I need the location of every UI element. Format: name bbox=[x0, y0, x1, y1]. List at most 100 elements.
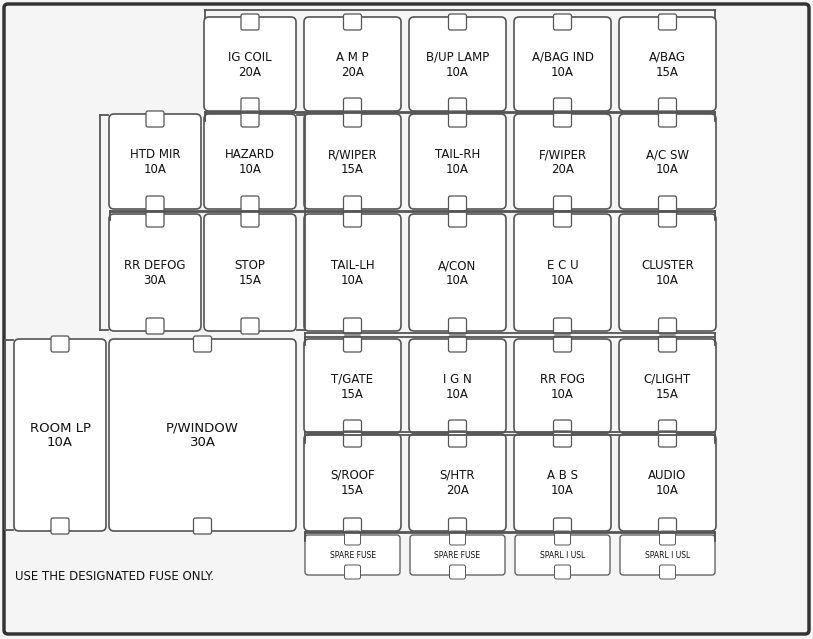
FancyBboxPatch shape bbox=[109, 339, 296, 531]
Text: 20A: 20A bbox=[446, 484, 469, 497]
FancyBboxPatch shape bbox=[344, 420, 362, 436]
Text: I G N: I G N bbox=[443, 373, 472, 385]
FancyBboxPatch shape bbox=[344, 336, 362, 352]
Text: SPARE FUSE: SPARE FUSE bbox=[434, 551, 480, 560]
FancyBboxPatch shape bbox=[515, 535, 610, 575]
FancyBboxPatch shape bbox=[344, 318, 362, 334]
FancyBboxPatch shape bbox=[51, 518, 69, 534]
Text: S/ROOF: S/ROOF bbox=[330, 469, 375, 482]
Text: USE THE DESIGNATED FUSE ONLY.: USE THE DESIGNATED FUSE ONLY. bbox=[15, 570, 214, 583]
FancyBboxPatch shape bbox=[409, 17, 506, 111]
Text: 10A: 10A bbox=[551, 484, 574, 497]
FancyBboxPatch shape bbox=[304, 114, 401, 209]
FancyBboxPatch shape bbox=[304, 17, 401, 111]
FancyBboxPatch shape bbox=[305, 535, 400, 575]
Text: TAIL-RH: TAIL-RH bbox=[435, 148, 480, 161]
FancyBboxPatch shape bbox=[51, 336, 69, 352]
FancyBboxPatch shape bbox=[619, 114, 716, 209]
FancyBboxPatch shape bbox=[449, 420, 467, 436]
Text: 10A: 10A bbox=[446, 274, 469, 287]
Text: 10A: 10A bbox=[144, 163, 167, 176]
Text: SPARE FUSE: SPARE FUSE bbox=[329, 551, 376, 560]
Text: RR DEFOG: RR DEFOG bbox=[124, 259, 185, 272]
FancyBboxPatch shape bbox=[659, 420, 676, 436]
Text: 10A: 10A bbox=[446, 163, 469, 176]
FancyBboxPatch shape bbox=[619, 434, 716, 531]
Text: ROOM LP: ROOM LP bbox=[29, 422, 90, 435]
Text: T/GATE: T/GATE bbox=[332, 373, 373, 385]
Text: HTD MIR: HTD MIR bbox=[130, 148, 180, 161]
Text: CLUSTER: CLUSTER bbox=[641, 259, 693, 272]
FancyBboxPatch shape bbox=[449, 518, 467, 534]
FancyBboxPatch shape bbox=[344, 111, 362, 127]
Text: C/LIGHT: C/LIGHT bbox=[644, 373, 691, 385]
FancyBboxPatch shape bbox=[304, 434, 401, 531]
FancyBboxPatch shape bbox=[554, 318, 572, 334]
FancyBboxPatch shape bbox=[344, 196, 362, 212]
Text: TAIL-LH: TAIL-LH bbox=[331, 259, 374, 272]
FancyBboxPatch shape bbox=[241, 211, 259, 227]
Text: 10A: 10A bbox=[341, 274, 364, 287]
Text: 15A: 15A bbox=[656, 66, 679, 79]
FancyBboxPatch shape bbox=[409, 434, 506, 531]
FancyBboxPatch shape bbox=[449, 196, 467, 212]
FancyBboxPatch shape bbox=[554, 98, 572, 114]
FancyBboxPatch shape bbox=[659, 318, 676, 334]
FancyBboxPatch shape bbox=[204, 214, 296, 331]
FancyBboxPatch shape bbox=[554, 531, 571, 545]
FancyBboxPatch shape bbox=[4, 4, 809, 634]
FancyBboxPatch shape bbox=[514, 339, 611, 433]
FancyBboxPatch shape bbox=[659, 431, 676, 447]
FancyBboxPatch shape bbox=[241, 196, 259, 212]
FancyBboxPatch shape bbox=[554, 14, 572, 30]
Text: AUDIO: AUDIO bbox=[649, 469, 687, 482]
Text: 10A: 10A bbox=[551, 66, 574, 79]
FancyBboxPatch shape bbox=[204, 17, 296, 111]
FancyBboxPatch shape bbox=[204, 114, 296, 209]
Text: 15A: 15A bbox=[341, 163, 364, 176]
FancyBboxPatch shape bbox=[620, 535, 715, 575]
FancyBboxPatch shape bbox=[450, 531, 466, 545]
Text: SPARL I USL: SPARL I USL bbox=[645, 551, 690, 560]
Text: 15A: 15A bbox=[656, 387, 679, 401]
Text: A/BAG IND: A/BAG IND bbox=[532, 50, 593, 63]
FancyBboxPatch shape bbox=[449, 211, 467, 227]
Text: SPARL I USL: SPARL I USL bbox=[540, 551, 585, 560]
FancyBboxPatch shape bbox=[554, 431, 572, 447]
FancyBboxPatch shape bbox=[554, 336, 572, 352]
Text: 20A: 20A bbox=[238, 66, 262, 79]
Text: HAZARD: HAZARD bbox=[225, 148, 275, 161]
Text: 15A: 15A bbox=[341, 484, 364, 497]
Text: 20A: 20A bbox=[341, 66, 364, 79]
FancyBboxPatch shape bbox=[146, 318, 164, 334]
FancyBboxPatch shape bbox=[449, 98, 467, 114]
FancyBboxPatch shape bbox=[344, 211, 362, 227]
Text: 15A: 15A bbox=[238, 274, 262, 287]
Text: 30A: 30A bbox=[144, 274, 167, 287]
FancyBboxPatch shape bbox=[449, 14, 467, 30]
FancyBboxPatch shape bbox=[514, 434, 611, 531]
FancyBboxPatch shape bbox=[449, 431, 467, 447]
FancyBboxPatch shape bbox=[619, 339, 716, 433]
FancyBboxPatch shape bbox=[659, 518, 676, 534]
FancyBboxPatch shape bbox=[659, 111, 676, 127]
Text: 20A: 20A bbox=[551, 163, 574, 176]
FancyBboxPatch shape bbox=[241, 14, 259, 30]
FancyBboxPatch shape bbox=[410, 535, 505, 575]
FancyBboxPatch shape bbox=[409, 339, 506, 433]
Text: A/C SW: A/C SW bbox=[646, 148, 689, 161]
FancyBboxPatch shape bbox=[146, 211, 164, 227]
FancyBboxPatch shape bbox=[514, 17, 611, 111]
FancyBboxPatch shape bbox=[659, 98, 676, 114]
FancyBboxPatch shape bbox=[146, 111, 164, 127]
FancyBboxPatch shape bbox=[146, 196, 164, 212]
FancyBboxPatch shape bbox=[514, 114, 611, 209]
FancyBboxPatch shape bbox=[659, 336, 676, 352]
FancyBboxPatch shape bbox=[554, 211, 572, 227]
Text: STOP: STOP bbox=[235, 259, 265, 272]
FancyBboxPatch shape bbox=[344, 431, 362, 447]
Text: IG COIL: IG COIL bbox=[228, 50, 272, 63]
FancyBboxPatch shape bbox=[14, 339, 106, 531]
Text: F/WIPER: F/WIPER bbox=[538, 148, 586, 161]
FancyBboxPatch shape bbox=[345, 565, 360, 579]
